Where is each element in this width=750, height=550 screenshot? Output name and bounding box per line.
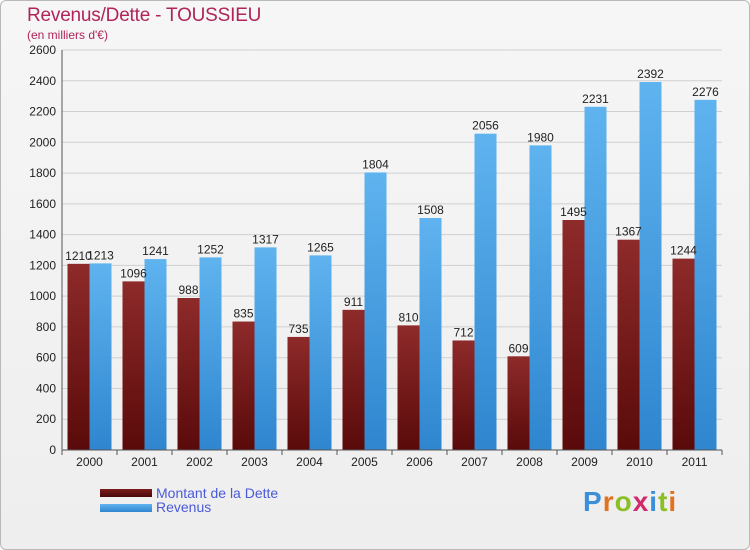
data-label: 835 <box>233 307 253 321</box>
proxiti-logo: Proxiti <box>583 486 677 518</box>
logo-letter: r <box>602 486 615 517</box>
x-tick-label: 2007 <box>461 455 488 469</box>
chart-title: Revenus/Dette - TOUSSIEU <box>27 5 262 26</box>
data-label: 1210 <box>65 249 92 263</box>
revenus-bar <box>694 99 717 450</box>
dette-bar <box>177 298 200 450</box>
dette-bar <box>342 309 365 450</box>
x-tick-label: 2010 <box>626 455 653 469</box>
data-label: 1980 <box>527 130 554 144</box>
dette-bar <box>507 356 530 450</box>
x-tick-label: 2008 <box>516 455 543 469</box>
revenus-bar <box>364 172 387 450</box>
legend-revenus-label: Revenus <box>156 499 212 515</box>
data-label: 712 <box>453 325 473 339</box>
data-label: 2276 <box>692 85 719 99</box>
legend-dette-swatch <box>100 489 152 497</box>
y-tick-label: 1400 <box>29 228 56 242</box>
chart-subtitle: (en milliers d'€) <box>27 28 108 42</box>
y-tick-label: 2000 <box>29 135 56 149</box>
y-tick-label: 1600 <box>29 197 56 211</box>
data-label: 1096 <box>120 266 147 280</box>
logo-letter: i <box>668 486 678 517</box>
x-tick-label: 2001 <box>131 455 158 469</box>
logo-letter: x <box>632 486 650 517</box>
revenus-bar <box>309 255 332 450</box>
data-label: 1252 <box>197 242 224 256</box>
dette-bar <box>672 258 695 450</box>
data-label: 2392 <box>637 67 664 81</box>
data-label: 609 <box>508 341 528 355</box>
revenus-bar <box>529 145 552 450</box>
logo-letter: t <box>658 486 669 517</box>
data-label: 1804 <box>362 157 389 171</box>
data-label: 988 <box>178 283 198 297</box>
dette-bar <box>287 336 310 450</box>
dette-bar <box>122 281 145 450</box>
data-label: 1241 <box>142 244 169 258</box>
data-label: 1367 <box>615 225 642 239</box>
x-tick-label: 2005 <box>351 455 378 469</box>
x-tick-label: 2006 <box>406 455 433 469</box>
revenus-bar <box>584 106 607 451</box>
dette-bar <box>397 325 420 450</box>
y-tick-label: 1000 <box>29 289 56 303</box>
logo-letter: i <box>649 486 659 517</box>
y-tick-label: 1800 <box>29 166 56 180</box>
data-label: 1244 <box>670 244 697 258</box>
data-label: 1265 <box>307 240 334 254</box>
dette-bar <box>67 263 90 450</box>
data-label: 2231 <box>582 92 609 106</box>
x-tick-label: 2000 <box>76 455 103 469</box>
logo-letter: P <box>583 486 603 517</box>
data-label: 810 <box>398 310 418 324</box>
logo-letter: o <box>614 486 633 517</box>
revenus-bar <box>474 133 497 450</box>
y-tick-label: 2200 <box>29 105 56 119</box>
y-tick-label: 2600 <box>29 43 56 57</box>
x-tick-label: 2009 <box>571 455 598 469</box>
dette-bar <box>562 220 585 450</box>
revenus-bar <box>639 82 662 450</box>
legend-revenus-swatch <box>100 504 152 512</box>
y-tick-label: 800 <box>36 320 56 334</box>
y-tick-label: 2400 <box>29 74 56 88</box>
revenus-bar <box>89 263 112 450</box>
dette-bar <box>232 321 255 450</box>
revenus-bar <box>254 247 277 450</box>
y-tick-label: 600 <box>36 351 56 365</box>
x-tick-label: 2003 <box>241 455 268 469</box>
revenus-bar <box>199 257 222 450</box>
data-label: 1508 <box>417 203 444 217</box>
x-tick-label: 2004 <box>296 455 323 469</box>
data-label: 735 <box>288 322 308 336</box>
dette-bar <box>452 340 475 450</box>
dette-bar <box>617 239 640 450</box>
data-label: 1213 <box>87 248 114 262</box>
x-tick-label: 2002 <box>186 455 213 469</box>
data-label: 1317 <box>252 232 279 246</box>
data-label: 2056 <box>472 119 499 133</box>
y-tick-label: 400 <box>36 381 56 395</box>
y-tick-label: 200 <box>36 412 56 426</box>
y-tick-label: 0 <box>49 443 56 457</box>
x-tick-label: 2011 <box>682 455 708 469</box>
data-label: 1495 <box>560 205 587 219</box>
revenus-bar <box>144 259 167 450</box>
legend-dette-label: Montant de la Dette <box>156 485 279 501</box>
data-label: 911 <box>344 295 363 309</box>
revenus-bar <box>419 218 442 450</box>
y-tick-label: 1200 <box>29 258 56 272</box>
